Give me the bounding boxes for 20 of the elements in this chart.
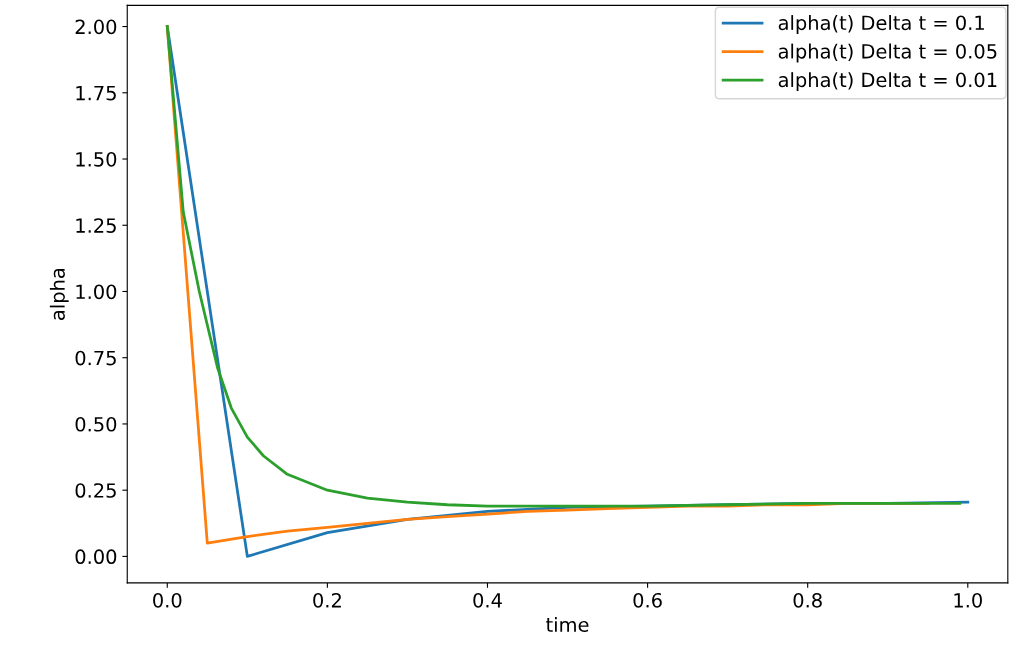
x-tick-label: 0.4 <box>473 592 502 608</box>
y-tick-label: 2.00 <box>75 19 117 35</box>
y-tick-label: 1.50 <box>76 151 117 167</box>
y-tick-label: 1.75 <box>76 86 116 101</box>
legend-label: alpha(t) Delta t = 0.1 <box>778 15 984 34</box>
y-tick-label: 1.00 <box>76 284 117 300</box>
x-tick-label: 1.0 <box>954 592 982 608</box>
x-axis-title: time <box>546 617 589 633</box>
x-tick-label: 0.2 <box>313 592 341 608</box>
x-tick-label: 0.6 <box>633 592 662 608</box>
y-axis-title: alpha <box>49 268 69 320</box>
y-tick-label: 1.25 <box>76 218 116 233</box>
y-tick-label: 0.00 <box>75 549 117 565</box>
y-tick-label: 0.75 <box>75 350 116 366</box>
legend-label: alpha(t) Delta t = 0.01 <box>778 72 997 91</box>
x-tick-label: 0.0 <box>153 592 182 608</box>
x-tick-label: 0.8 <box>793 592 822 608</box>
y-tick-label: 0.25 <box>75 483 116 498</box>
y-tick-label: 0.50 <box>75 416 117 432</box>
legend-label: alpha(t) Delta t = 0.05 <box>778 43 997 63</box>
